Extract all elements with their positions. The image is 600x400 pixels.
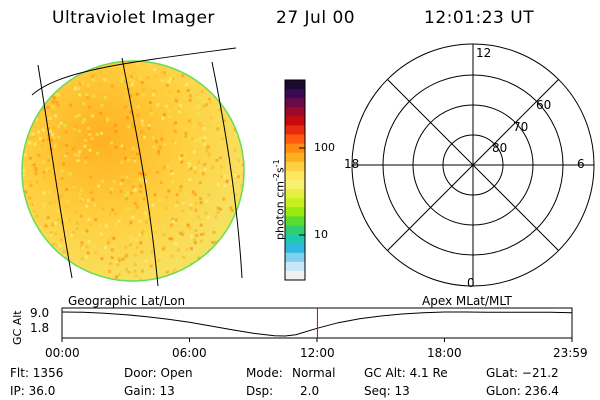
colorbar-band xyxy=(285,189,305,199)
gain-value: Gain: 13 xyxy=(124,384,175,398)
colorbar-band xyxy=(285,170,305,181)
alt-bottom-tick: 1.8 xyxy=(30,321,50,335)
colorbar-band xyxy=(285,125,305,136)
colorbar-band xyxy=(285,98,305,108)
polar-label-12: 12 xyxy=(476,46,492,60)
glat-value: GLat: −21.2 xyxy=(486,366,559,380)
polar-label-6: 6 xyxy=(577,157,585,171)
colorbar-band xyxy=(285,216,305,226)
tick-2359: 23:59 xyxy=(553,346,588,360)
instrument-title: Ultraviolet Imager xyxy=(52,8,215,28)
colorbar-band xyxy=(285,107,305,117)
door-status: Door: Open xyxy=(124,366,193,380)
time-label: 12:01:23 UT xyxy=(424,8,535,28)
geographic-grid xyxy=(31,47,243,287)
mode-label: Mode: xyxy=(246,366,283,380)
seq-value: Seq: 13 xyxy=(364,384,410,398)
colorbar-band xyxy=(285,116,305,126)
tick-1800: 18:00 xyxy=(427,346,462,360)
tick-1200: 12:00 xyxy=(300,346,335,360)
colorbar-band xyxy=(285,225,305,236)
altitude-curve xyxy=(61,311,572,337)
colorbar-band xyxy=(285,207,305,217)
colorbar-band xyxy=(285,252,305,263)
glon-value: GLon: 236.4 xyxy=(486,384,559,398)
colorbar-band xyxy=(285,89,305,99)
colorbar-band xyxy=(285,180,305,190)
apex-label: Apex MLat/MLT xyxy=(422,294,512,308)
colorbar-tick-10: 10 xyxy=(314,228,328,241)
dsp-value: 2.0 xyxy=(300,384,320,398)
gc-alt-value: GC Alt: 4.1 Re xyxy=(364,366,448,380)
dsp-label: Dsp: xyxy=(246,384,274,398)
mode-value: Normal xyxy=(292,366,336,380)
colorbar-band xyxy=(285,134,305,145)
date-label: 27 Jul 00 xyxy=(276,8,356,28)
polar-label-60: 60 xyxy=(536,98,552,112)
tick-0600: 06:00 xyxy=(172,346,207,360)
colorbar-band xyxy=(285,261,305,272)
geographic-label: Geographic Lat/Lon xyxy=(68,294,186,308)
colorbar-band xyxy=(285,143,305,154)
colorbar-tick-100: 100 xyxy=(314,141,335,154)
flight-number: Flt: 1356 xyxy=(10,366,64,380)
polar-label-80: 80 xyxy=(492,141,508,155)
colorbar-band xyxy=(285,234,305,245)
polar-label-18: 18 xyxy=(344,157,360,171)
colorbar-band xyxy=(285,243,305,254)
colorbar-band xyxy=(285,161,305,172)
colorbar-band xyxy=(285,80,305,90)
colorbar-band xyxy=(285,270,305,281)
alt-top-tick: 9.0 xyxy=(30,306,50,320)
tick-0000: 00:00 xyxy=(45,346,80,360)
earth-limb xyxy=(21,60,245,282)
ip-value: IP: 36.0 xyxy=(10,384,56,398)
colorbar-band xyxy=(285,152,305,163)
polar-label-0: 0 xyxy=(467,276,475,290)
polar-label-70: 70 xyxy=(513,120,529,134)
colorbar-band xyxy=(285,198,305,208)
